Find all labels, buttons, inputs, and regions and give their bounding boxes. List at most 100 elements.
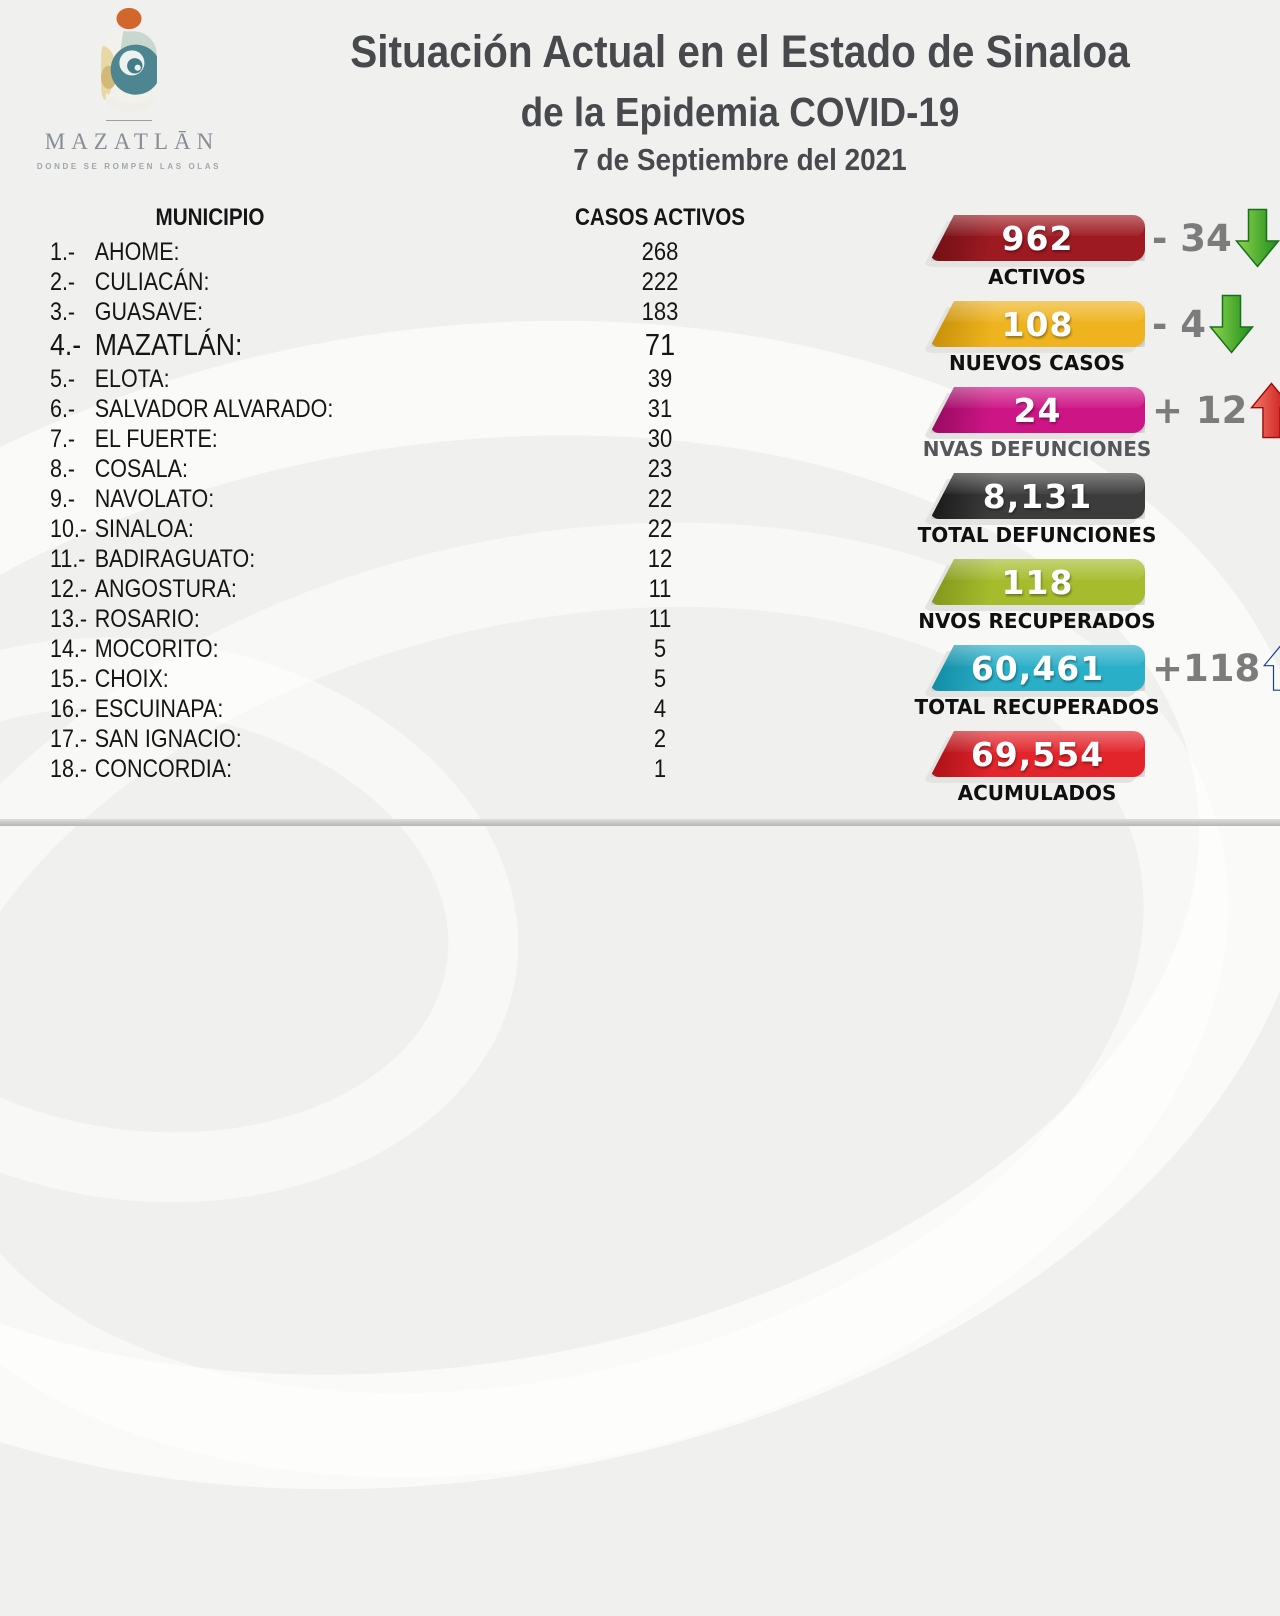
mazatlan-logo: MAZATLĀN DONDE SE ROMPEN LAS OLAS <box>36 6 222 171</box>
stat-value: 24 <box>1013 390 1062 430</box>
table-row: 12.- ANGOSTURA: 11 <box>40 574 800 604</box>
change-value: - 4 <box>1152 302 1206 346</box>
stat-value: 8,131 <box>982 476 1093 516</box>
row-number: 4.- <box>50 327 82 362</box>
active-cases-value: 4 <box>653 695 667 723</box>
municipality-name: CULIACÁN: <box>94 268 210 296</box>
page-title-line1: Situación Actual en el Estado de Sinaloa <box>350 26 1130 77</box>
table-rows: 1.- AHOME: 268 2.- CULIACÁN: 222 3.- GUASAV… <box>40 237 800 784</box>
row-number: 1.- <box>50 238 76 266</box>
table-row: 6.- SALVADOR ALVARADO: 31 <box>40 394 800 424</box>
municipality-name: CHOIX: <box>94 665 169 693</box>
page-header: Situación Actual en el Estado de Sinaloa… <box>335 26 1145 178</box>
stat-label: ACTIVOS <box>988 265 1086 289</box>
active-cases-value: 183 <box>641 298 679 326</box>
table-row: 5.- ELOTA: 39 <box>40 364 800 394</box>
row-number: 16.- <box>50 695 88 723</box>
row-number: 10.- <box>50 515 88 543</box>
active-cases-table: MUNICIPIO CASOS ACTIVOS 1.- AHOME: 268 2.… <box>40 203 800 784</box>
table-row: 8.- COSALA: 23 <box>40 454 800 484</box>
change-value: + 12 <box>1152 388 1248 432</box>
stat-value: 118 <box>1001 562 1074 602</box>
row-number: 18.- <box>50 755 88 783</box>
stat-value: 962 <box>1001 218 1074 258</box>
stat-value: 69,554 <box>970 734 1105 774</box>
logo-brand-text: MAZATLĀN <box>44 129 220 154</box>
active-cases-value: 30 <box>647 425 673 453</box>
stat-value: 60,461 <box>970 648 1105 688</box>
table-row: 18.- CONCORDIA: 1 <box>40 754 800 784</box>
active-cases-value: 5 <box>653 665 667 693</box>
active-cases-value: 23 <box>647 455 673 483</box>
table-header: MUNICIPIO CASOS ACTIVOS <box>40 203 800 237</box>
municipality-name: EL FUERTE: <box>94 425 218 453</box>
table-row: 9.- NAVOLATO: 22 <box>40 484 800 514</box>
report-date: 7 de Septiembre del 2021 <box>573 142 907 177</box>
active-cases-value: 39 <box>647 365 673 393</box>
stat-card-total-recuperados: 60,461 TOTAL RECUPERADOS +118 <box>914 645 1280 731</box>
table-row: 11.- BADIRAGUATO: 12 <box>40 544 800 574</box>
municipality-name: CONCORDIA: <box>94 755 233 783</box>
municipality-name: MAZATLÁN: <box>94 327 243 362</box>
stat-label: TOTAL RECUPERADOS <box>914 695 1160 719</box>
red-up-arrow-icon <box>1250 381 1280 438</box>
stat-label: ACUMULADOS <box>957 781 1117 805</box>
municipality-name: ANGOSTURA: <box>94 575 237 603</box>
municipality-name: ELOTA: <box>94 365 170 393</box>
table-row: 16.- ESCUINAPA: 4 <box>40 694 800 724</box>
change-indicator: +118 <box>1152 637 1280 699</box>
stat-card-nuevos-casos: 108 NUEVOS CASOS - 4 <box>923 294 1254 387</box>
municipality-name: GUASAVE: <box>94 298 204 326</box>
stat-label: NUEVOS CASOS <box>948 351 1126 375</box>
municipality-name: ESCUINAPA: <box>94 695 224 723</box>
row-number: 11.- <box>50 545 86 573</box>
stat-badge: 118 <box>930 559 1145 605</box>
stat-badge: 24 <box>930 387 1145 433</box>
row-number: 7.- <box>50 425 76 453</box>
active-cases-value: 31 <box>647 395 673 423</box>
stat-badge: 69,554 <box>930 731 1145 777</box>
blue-up-arrow-icon <box>1263 645 1280 691</box>
table-row: 7.- EL FUERTE: 30 <box>40 424 800 454</box>
stat-badge: 60,461 <box>930 645 1145 691</box>
municipality-name: COSALA: <box>94 455 188 483</box>
logo-divider <box>106 120 152 121</box>
active-cases-value: 71 <box>644 327 676 362</box>
municipality-name: SINALOA: <box>94 515 194 543</box>
municipality-name: MOCORITO: <box>94 635 219 663</box>
municipality-name: AHOME: <box>94 238 180 266</box>
row-number: 12.- <box>50 575 88 603</box>
row-number: 13.- <box>50 605 88 633</box>
active-cases-value: 5 <box>653 635 667 663</box>
municipality-name: NAVOLATO: <box>94 485 215 513</box>
table-row: 2.- CULIACÁN: 222 <box>40 267 800 297</box>
page-title-line2: de la Epidemia COVID-19 <box>520 89 960 135</box>
change-indicator: + 12 <box>1152 379 1280 441</box>
table-row: 10.- SINALOA: 22 <box>40 514 800 544</box>
stat-card-total-defunciones: 8,131 TOTAL DEFUNCIONES <box>918 473 1156 559</box>
stat-card-nvos-recuperados: 118 NVOS RECUPERADOS <box>918 559 1156 645</box>
col-header-municipio: MUNICIPIO <box>155 204 265 231</box>
col-header-casos-activos: CASOS ACTIVOS <box>574 204 746 231</box>
active-cases-value: 22 <box>647 515 673 543</box>
stat-badge: 962 <box>930 215 1145 261</box>
stat-label: NVOS RECUPERADOS <box>918 609 1156 633</box>
active-cases-value: 268 <box>641 238 679 266</box>
stats-column: 962 ACTIVOS - 34 108 NUEVOS CASOS - 4 <box>914 208 1280 817</box>
change-indicator: - 34 <box>1152 207 1280 269</box>
shell-logo-icon <box>101 7 157 113</box>
change-indicator: - 4 <box>1152 293 1254 355</box>
municipality-name: SALVADOR ALVARADO: <box>94 395 334 423</box>
stat-card-acumulados: 69,554 ACUMULADOS <box>923 731 1145 817</box>
table-row: 13.- ROSARIO: 11 <box>40 604 800 634</box>
row-number: 17.- <box>50 725 88 753</box>
stat-value: 108 <box>1001 304 1074 344</box>
row-number: 9.- <box>50 485 76 513</box>
table-row: 14.- MOCORITO: 5 <box>40 634 800 664</box>
row-number: 8.- <box>50 455 76 483</box>
green-down-arrow-icon <box>1208 294 1254 354</box>
table-row: 15.- CHOIX: 5 <box>40 664 800 694</box>
row-number: 3.- <box>50 298 76 326</box>
change-value: +118 <box>1152 646 1261 690</box>
stat-card-nvas-defunciones: 24 NVAS DEFUNCIONES + 12 <box>923 381 1280 473</box>
